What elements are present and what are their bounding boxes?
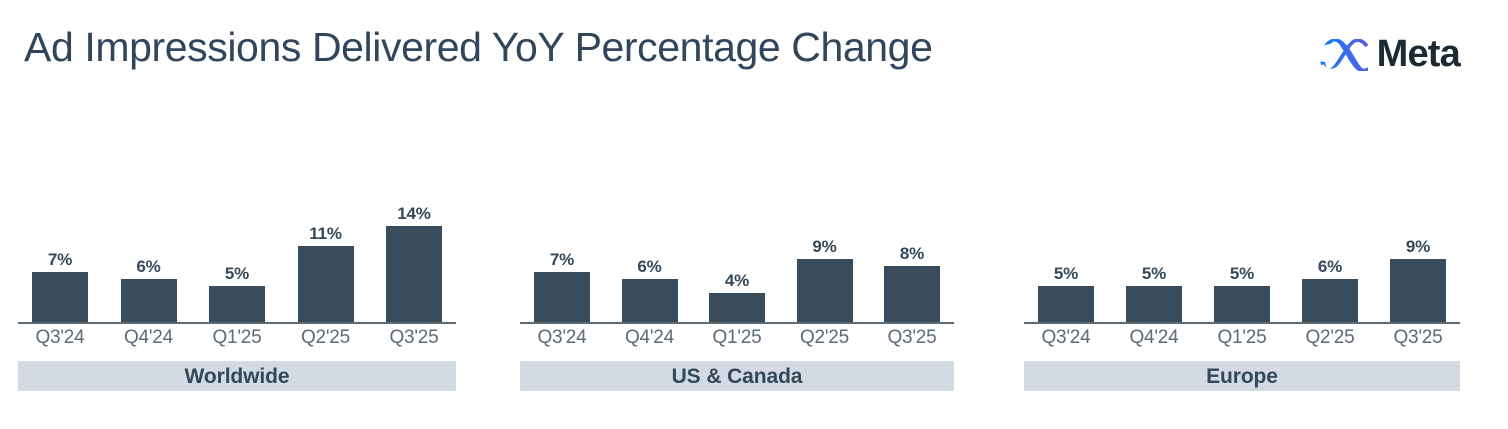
bar-rect[interactable]: [297, 246, 354, 322]
bar-series-us-canada: 7% 6% 4% 9% 8%: [520, 150, 954, 322]
bar-value-label: 7%: [549, 250, 575, 269]
tick-label: Q3'25: [389, 327, 439, 348]
tick-label: Q2'25: [799, 327, 850, 348]
plot-area-europe: 5% 5% 5% 6% 9%: [1024, 150, 1460, 322]
bar-series-worldwide: 7% 6% 5% 11% 14%: [18, 150, 456, 322]
tick-label: Q2'25: [300, 327, 351, 348]
tick-label: Q3'25: [887, 327, 937, 348]
tick-label: Q3'24: [537, 327, 587, 348]
tick-label: Q1'25: [1217, 327, 1267, 348]
bar-rect[interactable]: [1214, 286, 1270, 322]
meta-infinity-icon: [1320, 38, 1374, 73]
bar-slot[interactable]: 11%: [287, 150, 365, 322]
bar-value-label: 7%: [47, 250, 73, 269]
bar-rect[interactable]: [1038, 286, 1094, 322]
bar-rect[interactable]: [1390, 259, 1446, 322]
x-axis-tick-labels: Q3'24 Q4'24 Q1'25 Q2'25 Q3'25: [520, 326, 954, 351]
bar-value-label: 8%: [899, 244, 925, 263]
bar-value-label: 14%: [397, 204, 431, 223]
bar-slot[interactable]: 7%: [21, 150, 99, 322]
region-label: US & Canada: [671, 364, 803, 388]
bar-slot[interactable]: 8%: [873, 150, 951, 322]
x-axis-line: [1024, 322, 1460, 324]
tick-label: Q3'24: [35, 327, 85, 348]
chart-panel-us-canada: 7% 6% 4% 9% 8% Q3'24 Q4'24 Q1'25: [520, 150, 954, 400]
bar-slot[interactable]: 5%: [1203, 150, 1281, 322]
tick-label: Q3'25: [1393, 327, 1443, 348]
bar-value-label: 4%: [724, 271, 750, 290]
bar-value-label: 11%: [309, 224, 342, 243]
bar-value-label: 6%: [136, 257, 161, 276]
meta-logo: Meta: [1320, 32, 1461, 78]
page-header: Ad Impressions Delivered YoY Percentage …: [0, 0, 1508, 110]
bar-slot[interactable]: 14%: [375, 150, 453, 322]
bar-rect[interactable]: [1126, 286, 1182, 322]
x-axis-line: [18, 322, 456, 324]
bar-slot[interactable]: 7%: [523, 150, 601, 322]
bar-value-label: 9%: [1405, 237, 1431, 256]
meta-wordmark: Meta: [1376, 33, 1461, 75]
bar-slot[interactable]: 4%: [698, 150, 776, 322]
bar-value-label: 5%: [1229, 264, 1255, 283]
bar-rect[interactable]: [1302, 279, 1358, 322]
region-band-worldwide: Worldwide: [18, 361, 456, 391]
tick-label: Q1'25: [712, 327, 762, 348]
tick-label: Q3'24: [1041, 327, 1091, 348]
bar-rect[interactable]: [534, 272, 590, 322]
bar-value-label: 5%: [224, 264, 250, 283]
tick-label: Q4'24: [123, 327, 174, 348]
tick-label: Q4'24: [1129, 327, 1179, 348]
bar-rect[interactable]: [709, 293, 765, 322]
bar-slot[interactable]: 5%: [198, 150, 276, 322]
bar-value-label: 5%: [1141, 264, 1167, 283]
region-band-europe: Europe: [1024, 361, 1460, 391]
bar-slot[interactable]: 9%: [1379, 150, 1457, 322]
chart-panel-worldwide: 7% 6% 5% 11% 14% Q3'24 Q4'24 Q1'25: [18, 150, 456, 400]
region-label: Europe: [1206, 364, 1278, 388]
region-label: Worldwide: [184, 364, 290, 388]
bar-rect[interactable]: [209, 286, 265, 322]
page-title: Ad Impressions Delivered YoY Percentage …: [24, 24, 933, 70]
bar-slot[interactable]: 5%: [1027, 150, 1105, 322]
tick-label: Q1'25: [212, 327, 262, 348]
bar-value-label: 6%: [637, 257, 662, 276]
bar-value-label: 6%: [1317, 257, 1343, 276]
region-band-us-canada: US & Canada: [520, 361, 954, 391]
tick-label: Q2'25: [1305, 327, 1355, 348]
bar-slot[interactable]: 6%: [110, 150, 188, 322]
bar-value-label: 5%: [1053, 264, 1079, 283]
bar-value-label: 9%: [812, 237, 837, 256]
bar-slot[interactable]: 6%: [611, 150, 689, 322]
bar-rect[interactable]: [120, 279, 177, 322]
x-axis-tick-labels: Q3'24 Q4'24 Q1'25 Q2'25 Q3'25: [18, 326, 456, 351]
bar-rect[interactable]: [32, 272, 88, 322]
tick-label: Q4'24: [624, 327, 675, 348]
x-axis-tick-labels: Q3'24 Q4'24 Q1'25 Q2'25 Q3'25: [1024, 326, 1460, 351]
bar-rect[interactable]: [386, 226, 442, 322]
chart-panel-europe: 5% 5% 5% 6% 9% Q3'24 Q4'24 Q1'25: [1024, 150, 1460, 400]
bar-rect[interactable]: [884, 266, 940, 322]
bar-slot[interactable]: 9%: [786, 150, 864, 322]
plot-area-worldwide: 7% 6% 5% 11% 14%: [18, 150, 456, 322]
bar-slot[interactable]: 5%: [1115, 150, 1193, 322]
bar-rect[interactable]: [796, 259, 853, 322]
plot-area-us-canada: 7% 6% 4% 9% 8%: [520, 150, 954, 322]
bar-series-europe: 5% 5% 5% 6% 9%: [1024, 150, 1460, 322]
x-axis-line: [520, 322, 954, 324]
bar-rect[interactable]: [621, 279, 678, 322]
bar-slot[interactable]: 6%: [1291, 150, 1369, 322]
